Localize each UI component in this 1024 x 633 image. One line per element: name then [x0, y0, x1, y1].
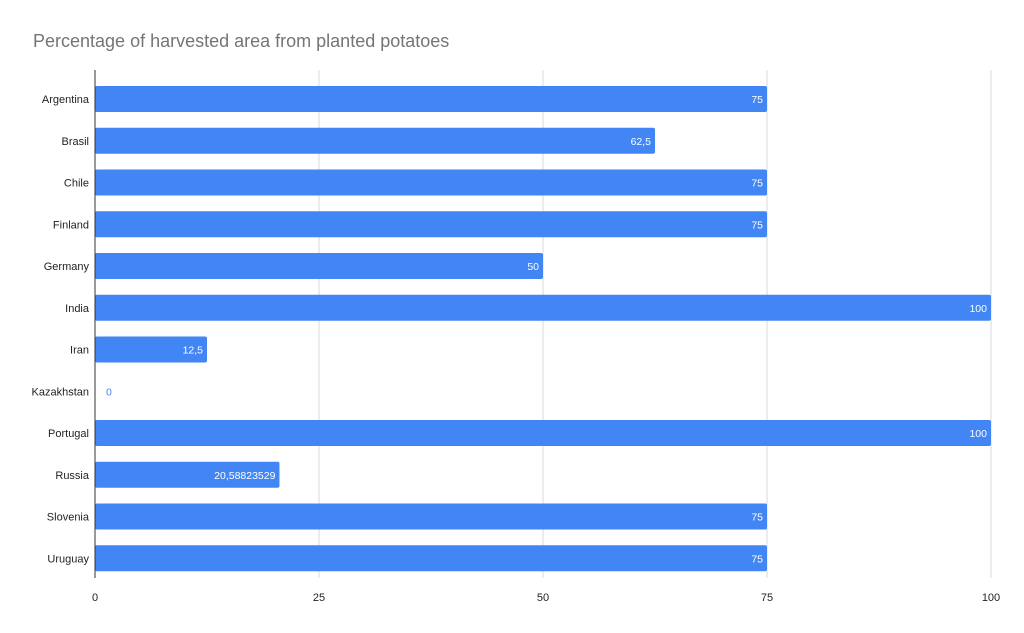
- value-label-iran: 12,5: [183, 345, 204, 357]
- x-tick-label-100: 100: [982, 592, 1000, 604]
- category-label-argentina: Argentina: [42, 94, 90, 106]
- x-tick-label-25: 25: [313, 592, 325, 604]
- category-label-finland: Finland: [53, 219, 89, 231]
- value-label-brasil: 62,5: [631, 136, 652, 148]
- bar-uruguay: [95, 545, 767, 572]
- category-label-russia: Russia: [55, 470, 90, 482]
- bar-india: [95, 294, 991, 321]
- value-label-argentina: 75: [751, 94, 763, 106]
- bars: [95, 86, 991, 572]
- labels: 0 25 50 75 100 Argentina 75 Brasil 62,5 Chile 75 Fi…: [32, 94, 1001, 604]
- category-label-germany: Germany: [44, 261, 90, 273]
- value-label-kazakhstan: 0: [106, 386, 112, 398]
- value-label-germany: 50: [527, 261, 539, 273]
- chart-title: Percentage of harvested area from plante…: [33, 31, 450, 51]
- value-label-india: 100: [969, 303, 987, 315]
- value-label-portugal: 100: [969, 428, 987, 440]
- bar-germany: [95, 253, 543, 279]
- category-label-uruguay: Uruguay: [47, 553, 89, 565]
- bar-iran: [95, 336, 207, 363]
- value-label-russia: 20,58823529: [214, 470, 275, 482]
- bar-slovenia: [95, 503, 767, 530]
- value-label-uruguay: 75: [751, 553, 763, 565]
- category-label-chile: Chile: [64, 178, 89, 190]
- category-label-slovenia: Slovenia: [47, 512, 90, 524]
- bar-finland: [95, 211, 767, 238]
- category-label-kazakhstan: Kazakhstan: [32, 386, 89, 398]
- value-label-chile: 75: [751, 178, 763, 190]
- bar-brasil: [95, 127, 655, 154]
- category-label-india: India: [65, 303, 90, 315]
- grid-lines: [318, 70, 992, 578]
- bar-chile: [95, 169, 767, 196]
- x-tick-label-75: 75: [761, 592, 773, 604]
- x-tick-label-50: 50: [537, 592, 549, 604]
- category-label-brasil: Brasil: [61, 136, 89, 148]
- category-label-iran: Iran: [70, 345, 89, 357]
- value-label-slovenia: 75: [751, 512, 763, 524]
- bar-argentina: [95, 86, 767, 112]
- value-label-finland: 75: [751, 219, 763, 231]
- category-label-portugal: Portugal: [48, 428, 89, 440]
- bar-russia: [95, 461, 280, 488]
- bar-portugal: [95, 420, 991, 446]
- x-tick-label-0: 0: [92, 592, 98, 604]
